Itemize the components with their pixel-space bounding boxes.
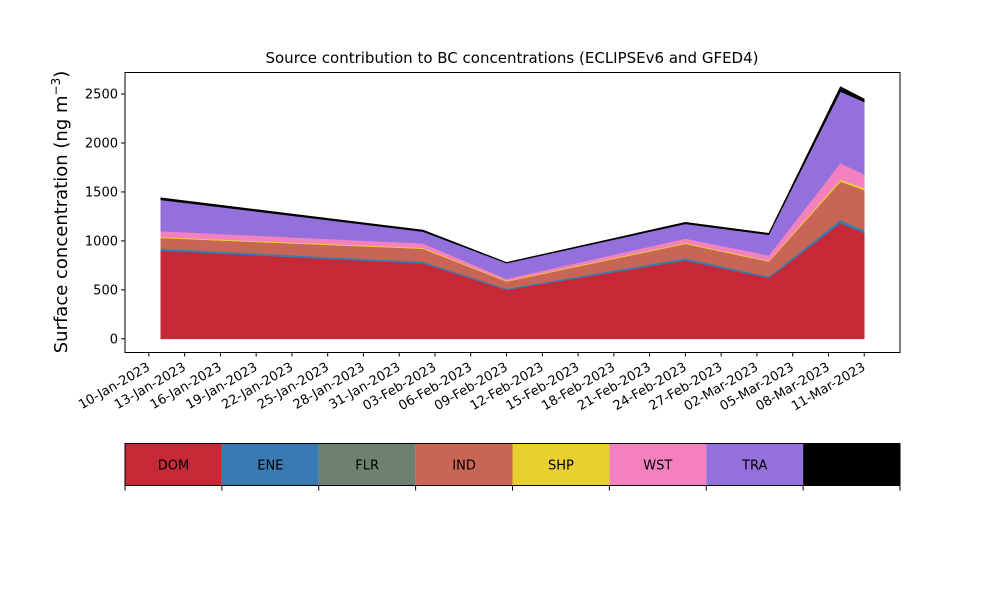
legend-label-bb: BB <box>843 459 861 474</box>
legend-frame <box>124 443 901 486</box>
y-tick-label: 2000 <box>85 136 118 151</box>
y-axis: 0 500 1000 1500 2000 2500 <box>85 88 125 347</box>
y-tick-label: 2500 <box>85 88 118 103</box>
legend-swatch-ene <box>221 443 319 486</box>
y-axis-label-main: Surface concentration (ng m <box>51 95 72 353</box>
y-axis-label-close: ) <box>51 71 72 78</box>
plot-area <box>124 72 901 353</box>
y-axis-label: Surface concentration (ng m−3) <box>49 71 72 354</box>
legend-label-shp: SHP <box>548 459 574 474</box>
area-bb <box>160 86 865 264</box>
legend-swatch-tra <box>706 443 804 486</box>
plot-frame <box>124 72 901 353</box>
stacked-areas <box>160 86 865 340</box>
x-axis: 10-Jan-202313-Jan-202316-Jan-202319-Jan-… <box>76 352 868 414</box>
legend-label-wst: WST <box>643 459 672 474</box>
legend-label-dom: DOM <box>158 459 189 474</box>
legend-swatch-flr <box>318 443 416 486</box>
y-tick-label: 1000 <box>85 234 118 249</box>
y-tick-label: 1500 <box>85 185 118 200</box>
legend-swatch-ind <box>415 443 513 486</box>
legend-swatch-bb <box>803 443 900 486</box>
legend-label-ene: ENE <box>257 459 283 474</box>
chart-title: Source contribution to BC concentrations… <box>265 49 758 67</box>
legend-swatch-shp <box>512 443 610 486</box>
legend-swatch-wst <box>609 443 707 486</box>
y-tick-label: 0 <box>110 332 118 347</box>
y-axis-label-superscript: −3 <box>49 78 63 96</box>
legend-label-tra: TRA <box>741 459 767 474</box>
legend-label-ind: IND <box>452 459 476 474</box>
color-legend: DOM ENE FLR IND SHP WST TRA BB <box>124 443 901 491</box>
y-tick-label: 500 <box>93 283 118 298</box>
legend-label-flr: FLR <box>355 459 379 474</box>
legend-swatch-dom <box>125 443 222 486</box>
